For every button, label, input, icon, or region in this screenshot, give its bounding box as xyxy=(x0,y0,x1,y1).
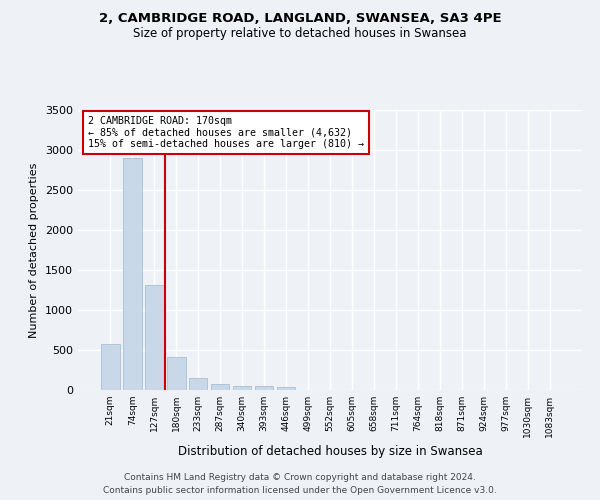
Bar xyxy=(145,285,164,390)
Text: 2 CAMBRIDGE ROAD: 170sqm
← 85% of detached houses are smaller (4,632)
15% of sem: 2 CAMBRIDGE ROAD: 170sqm ← 85% of detach… xyxy=(88,116,364,149)
Bar xyxy=(255,386,274,390)
Text: Contains public sector information licensed under the Open Government Licence v3: Contains public sector information licen… xyxy=(103,486,497,495)
Bar xyxy=(189,378,208,390)
Bar xyxy=(211,384,229,390)
Bar xyxy=(233,386,251,390)
Bar xyxy=(101,344,119,390)
X-axis label: Distribution of detached houses by size in Swansea: Distribution of detached houses by size … xyxy=(178,446,482,458)
Bar xyxy=(167,357,185,390)
Bar xyxy=(123,158,142,390)
Bar xyxy=(277,387,295,390)
Text: Size of property relative to detached houses in Swansea: Size of property relative to detached ho… xyxy=(133,28,467,40)
Text: 2, CAMBRIDGE ROAD, LANGLAND, SWANSEA, SA3 4PE: 2, CAMBRIDGE ROAD, LANGLAND, SWANSEA, SA… xyxy=(98,12,502,26)
Y-axis label: Number of detached properties: Number of detached properties xyxy=(29,162,40,338)
Text: Contains HM Land Registry data © Crown copyright and database right 2024.: Contains HM Land Registry data © Crown c… xyxy=(124,472,476,482)
